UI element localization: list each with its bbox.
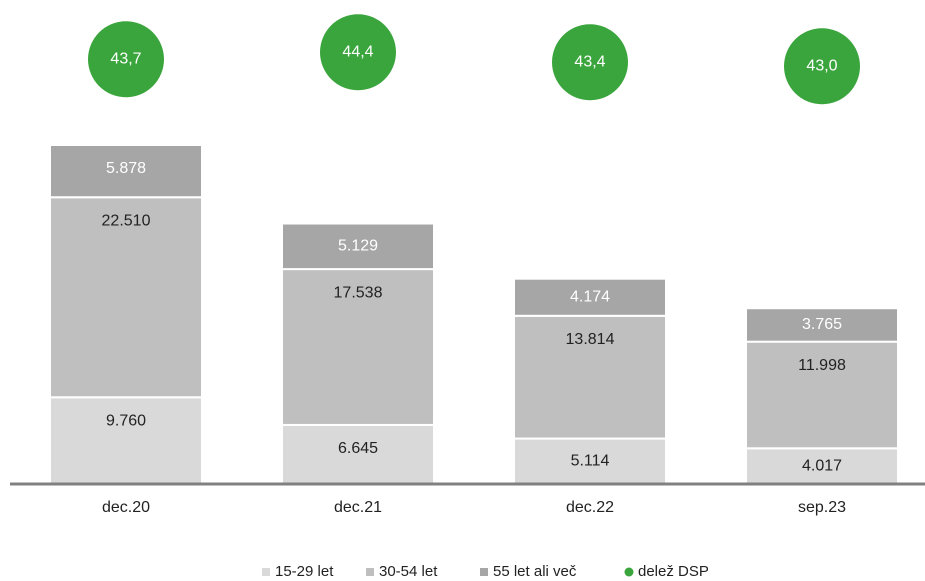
bar-segment [513, 277, 667, 317]
legend-label: 15-29 let [275, 563, 334, 580]
data-label: 4.174 [570, 288, 610, 305]
data-label: 22.510 [102, 212, 151, 229]
x-tick-label: sep.23 [798, 499, 846, 516]
share-label: 43,0 [806, 57, 837, 74]
data-label: 3.765 [802, 316, 842, 333]
data-label: 9.760 [106, 412, 146, 429]
bar-segment [281, 268, 435, 426]
bar-segment [513, 437, 667, 486]
legend-swatch [480, 568, 488, 576]
data-label: 6.645 [338, 440, 378, 457]
share-label: 43,4 [574, 53, 605, 70]
share-label: 44,4 [342, 43, 373, 60]
share-circle [320, 14, 396, 91]
share-circle [784, 28, 860, 105]
legend-label: delež DSP [638, 563, 709, 580]
x-tick-label: dec.20 [102, 499, 150, 516]
x-tick-label: dec.21 [334, 499, 382, 516]
bar-segment [49, 196, 203, 399]
data-label: 11.998 [798, 357, 846, 374]
legend-label: 30-54 let [379, 563, 438, 580]
legend-swatch [624, 567, 634, 577]
data-label: 4.017 [802, 457, 842, 474]
share-circle [552, 24, 628, 101]
bar-segment [513, 314, 667, 440]
data-label: 5.878 [106, 160, 146, 177]
legend-swatch [366, 568, 374, 576]
legend-swatch [262, 568, 270, 576]
data-label: 13.814 [566, 331, 615, 348]
bar-segment [745, 340, 899, 450]
bar-segment [49, 144, 203, 199]
x-tick-label: dec.22 [566, 499, 614, 516]
bar-segment [281, 222, 435, 271]
share-circle [88, 21, 164, 98]
bar-segment [49, 396, 203, 485]
data-label: 5.114 [571, 452, 610, 469]
share-label: 43,7 [110, 50, 141, 67]
bar-segment [745, 307, 899, 343]
data-label: 5.129 [338, 238, 378, 255]
data-label: 17.538 [334, 284, 383, 301]
legend-label: 55 let ali več [493, 563, 577, 580]
